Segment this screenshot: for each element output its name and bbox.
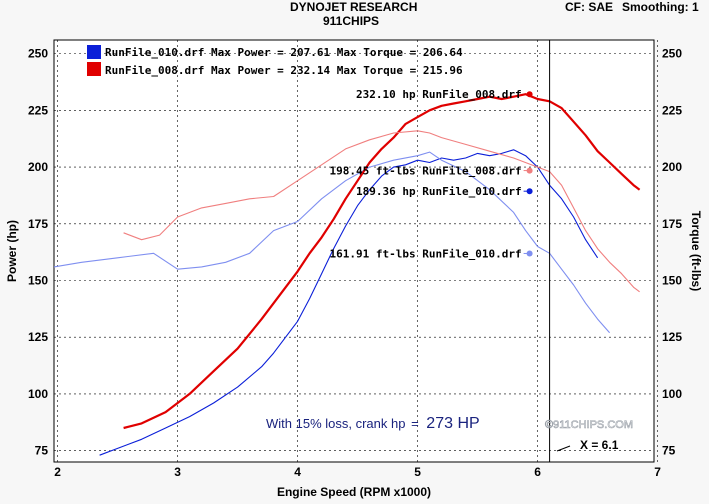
legend-label-010: RunFile_010.drf Max Power = 207.61 Max T…: [105, 46, 463, 59]
x-tick-label-0: 2: [54, 465, 61, 479]
crank-hp-equals: =: [411, 416, 419, 431]
tick-labels: 2 3 4 5 6 77510012515017520022525075100125150…: [28, 47, 682, 479]
y-tick-right-3: 150: [662, 273, 682, 287]
annotation-marker-1: [526, 167, 533, 174]
annotation-marker-2: [526, 188, 533, 195]
cursor-readout: X = 6.1: [580, 438, 619, 452]
y-tick-right-2: 125: [662, 330, 682, 344]
x-tick-label-4: 6: [534, 465, 541, 479]
chart-title: DYNOJET RESEARCH: [290, 0, 418, 14]
crank-hp-value: 273 HP: [426, 415, 479, 432]
y-tick-left-5: 200: [28, 160, 48, 174]
y-tick-left-3: 150: [28, 273, 48, 287]
y-tick-right-0: 75: [662, 444, 676, 458]
y-tick-left-0: 75: [35, 444, 49, 458]
annotation-torque-008: 198.45 ft-lbs RunFile_008.drf: [330, 165, 522, 178]
legend: RunFile_010.drf Max Power = 207.61 Max T…: [87, 45, 463, 77]
crank-hp-prefix: With 15% loss, crank hp: [266, 416, 405, 431]
y-axis-right-title: Torque (ft-lbs): [689, 211, 703, 291]
annotation-marker-3: [526, 250, 533, 257]
annotation-markers: [523, 91, 533, 257]
y-axis-left-title: Power (hp): [5, 220, 19, 282]
series-line-runfile008drf-torque: [123, 130, 640, 293]
y-tick-left-2: 125: [28, 330, 48, 344]
series-lines: [53, 93, 641, 456]
grid: [54, 40, 658, 462]
x-axis-title: Engine Speed (RPM x1000): [277, 485, 431, 499]
x-tick-label-3: 5: [414, 465, 421, 479]
y-tick-left-6: 225: [28, 103, 48, 117]
annotation-power-008: 232.10 hp RunFile_008.drf: [356, 88, 522, 101]
y-tick-left-4: 175: [28, 217, 48, 231]
y-tick-left-1: 100: [28, 387, 48, 401]
annotation-torque-010: 161.91 ft-lbs RunFile_010.drf: [330, 247, 522, 260]
crank-hp-note: With 15% loss, crank hp = 273 HP: [266, 415, 480, 432]
series-line-runfile008drf-power: [123, 93, 641, 430]
y-tick-right-6: 225: [662, 103, 682, 117]
series-line-runfile010drf-power: [99, 149, 599, 456]
y-tick-right-1: 100: [662, 387, 682, 401]
y-tick-right-7: 250: [662, 47, 682, 61]
y-tick-right-5: 200: [662, 160, 682, 174]
legend-swatch-010: [87, 45, 101, 59]
annotation-marker-0: [526, 91, 533, 98]
chart-subtitle: 911CHIPS: [323, 14, 380, 28]
smoothing-setting: Smoothing: 1: [622, 0, 699, 14]
x-tick-label-2: 4: [294, 465, 301, 479]
annotation-power-010: 189.36 hp RunFile_010.drf: [356, 185, 522, 198]
legend-label-008: RunFile_008.drf Max Power = 232.14 Max T…: [105, 64, 463, 77]
watermark: ©911CHIPS.COM: [545, 419, 633, 431]
y-tick-left-7: 250: [28, 47, 48, 61]
x-tick-label-1: 3: [174, 465, 181, 479]
correction-factor: CF: SAE: [565, 0, 613, 14]
x-tick-label-5: 7: [654, 465, 661, 479]
legend-swatch-008: [87, 62, 101, 76]
y-tick-right-4: 175: [662, 217, 682, 231]
cursor-readout-pointer: [556, 445, 571, 452]
series-line-runfile010drf-torque: [53, 151, 611, 334]
